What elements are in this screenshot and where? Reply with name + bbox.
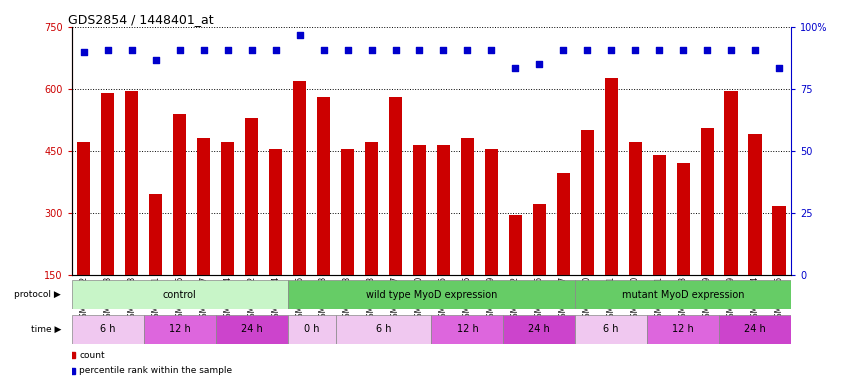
Bar — [749, 134, 761, 275]
Point — [604, 46, 618, 53]
Point — [460, 46, 474, 53]
Point — [173, 46, 186, 53]
Bar — [341, 149, 354, 275]
Point — [221, 46, 234, 53]
Bar — [719, 315, 791, 344]
Bar — [102, 93, 114, 275]
Point — [508, 65, 522, 71]
Point — [772, 65, 786, 71]
Text: 6 h: 6 h — [376, 324, 391, 334]
Bar — [533, 204, 546, 275]
Bar — [221, 142, 234, 275]
Point — [77, 48, 91, 55]
Text: 24 h: 24 h — [529, 324, 550, 334]
Point — [388, 46, 403, 53]
Text: 6 h: 6 h — [603, 324, 619, 334]
Bar — [772, 207, 786, 275]
Text: mutant MyoD expression: mutant MyoD expression — [622, 290, 744, 300]
Bar — [652, 155, 666, 275]
Text: wild type MyoD expression: wild type MyoD expression — [365, 290, 497, 300]
Bar — [461, 138, 474, 275]
Text: 12 h: 12 h — [673, 324, 694, 334]
Text: percentile rank within the sample: percentile rank within the sample — [80, 366, 232, 375]
Text: 12 h: 12 h — [457, 324, 478, 334]
Point — [629, 46, 642, 53]
Text: time ▶: time ▶ — [30, 325, 61, 334]
Bar — [557, 174, 570, 275]
Bar — [647, 315, 719, 344]
Bar — [413, 144, 426, 275]
Text: protocol ▶: protocol ▶ — [14, 290, 61, 299]
Bar — [245, 118, 258, 275]
Point — [269, 46, 283, 53]
Bar — [580, 130, 594, 275]
Point — [533, 61, 547, 67]
Bar — [77, 142, 91, 275]
Bar — [72, 280, 288, 309]
Bar — [508, 215, 522, 275]
Bar — [431, 315, 503, 344]
Bar — [197, 138, 211, 275]
Point — [485, 46, 498, 53]
Bar — [485, 149, 498, 275]
Point — [677, 46, 690, 53]
Point — [245, 46, 259, 53]
Point — [749, 46, 762, 53]
Bar — [700, 128, 714, 275]
Bar — [288, 315, 336, 344]
Bar — [173, 114, 186, 275]
Bar — [125, 91, 139, 275]
Bar — [149, 194, 162, 275]
Point — [293, 32, 306, 38]
Text: 6 h: 6 h — [100, 324, 116, 334]
Point — [724, 46, 738, 53]
Bar — [336, 315, 431, 344]
Bar — [677, 163, 689, 275]
Text: count: count — [80, 351, 105, 360]
Bar — [503, 315, 575, 344]
Text: GDS2854 / 1448401_at: GDS2854 / 1448401_at — [69, 13, 214, 26]
Text: 0 h: 0 h — [304, 324, 319, 334]
Text: 12 h: 12 h — [169, 324, 190, 334]
Point — [101, 46, 114, 53]
Bar — [437, 144, 450, 275]
Bar — [72, 315, 144, 344]
Point — [580, 46, 594, 53]
Bar — [575, 315, 647, 344]
Text: control: control — [163, 290, 196, 300]
Bar — [365, 142, 378, 275]
Point — [149, 57, 162, 63]
Point — [125, 46, 139, 53]
Point — [557, 46, 570, 53]
Bar — [144, 315, 216, 344]
Bar — [629, 142, 642, 275]
Bar — [724, 91, 738, 275]
Point — [437, 46, 450, 53]
Bar — [293, 81, 306, 275]
Bar — [389, 97, 402, 275]
Bar — [216, 315, 288, 344]
Bar — [317, 97, 330, 275]
Bar — [288, 280, 575, 309]
Point — [700, 46, 714, 53]
Point — [316, 46, 330, 53]
Point — [341, 46, 354, 53]
Bar — [575, 280, 791, 309]
Text: 24 h: 24 h — [241, 324, 262, 334]
Point — [652, 46, 666, 53]
Bar — [269, 149, 283, 275]
Point — [413, 46, 426, 53]
Text: 24 h: 24 h — [744, 324, 766, 334]
Point — [197, 46, 211, 53]
Point — [365, 46, 378, 53]
Bar — [605, 78, 618, 275]
